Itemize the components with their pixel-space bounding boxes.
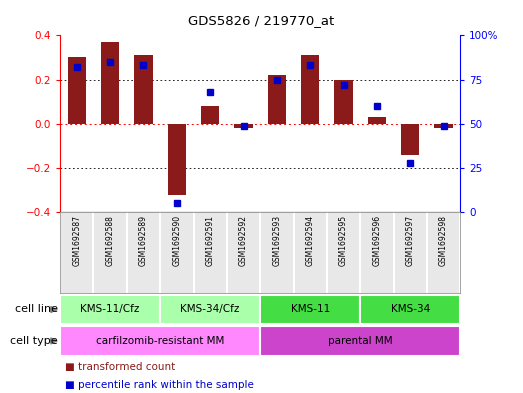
Text: KMS-11: KMS-11: [291, 305, 330, 314]
Text: GSM1692588: GSM1692588: [106, 215, 115, 266]
Bar: [67, 57, 86, 124]
Bar: [301, 55, 320, 124]
Text: GSM1692593: GSM1692593: [272, 215, 281, 266]
Text: KMS-34: KMS-34: [391, 305, 430, 314]
Bar: [234, 124, 253, 128]
Text: GSM1692590: GSM1692590: [173, 215, 181, 266]
Text: GSM1692591: GSM1692591: [206, 215, 214, 266]
Bar: [260, 295, 360, 324]
Bar: [60, 295, 160, 324]
Bar: [368, 117, 386, 124]
Bar: [60, 326, 260, 356]
Bar: [160, 295, 260, 324]
Bar: [360, 295, 460, 324]
Text: GSM1692592: GSM1692592: [239, 215, 248, 266]
Text: GSM1692596: GSM1692596: [372, 215, 381, 266]
Bar: [260, 326, 460, 356]
Bar: [334, 79, 353, 124]
Text: ■ percentile rank within the sample: ■ percentile rank within the sample: [65, 380, 254, 390]
Text: cell line: cell line: [15, 305, 58, 314]
Text: KMS-11/Cfz: KMS-11/Cfz: [81, 305, 140, 314]
Bar: [201, 106, 219, 124]
Bar: [168, 124, 186, 195]
Text: GSM1692595: GSM1692595: [339, 215, 348, 266]
Bar: [134, 55, 153, 124]
Bar: [435, 124, 453, 128]
Text: GSM1692594: GSM1692594: [306, 215, 315, 266]
Text: GDS5826 / 219770_at: GDS5826 / 219770_at: [188, 14, 335, 27]
Bar: [401, 124, 419, 155]
Bar: [101, 42, 119, 124]
Text: GSM1692589: GSM1692589: [139, 215, 148, 266]
Text: GSM1692587: GSM1692587: [72, 215, 81, 266]
Bar: [268, 75, 286, 124]
Text: GSM1692597: GSM1692597: [406, 215, 415, 266]
Text: KMS-34/Cfz: KMS-34/Cfz: [180, 305, 240, 314]
Text: GSM1692598: GSM1692598: [439, 215, 448, 266]
Text: parental MM: parental MM: [328, 336, 393, 346]
Text: carfilzomib-resistant MM: carfilzomib-resistant MM: [96, 336, 224, 346]
Text: ■ transformed count: ■ transformed count: [65, 362, 176, 372]
Text: cell type: cell type: [10, 336, 58, 346]
